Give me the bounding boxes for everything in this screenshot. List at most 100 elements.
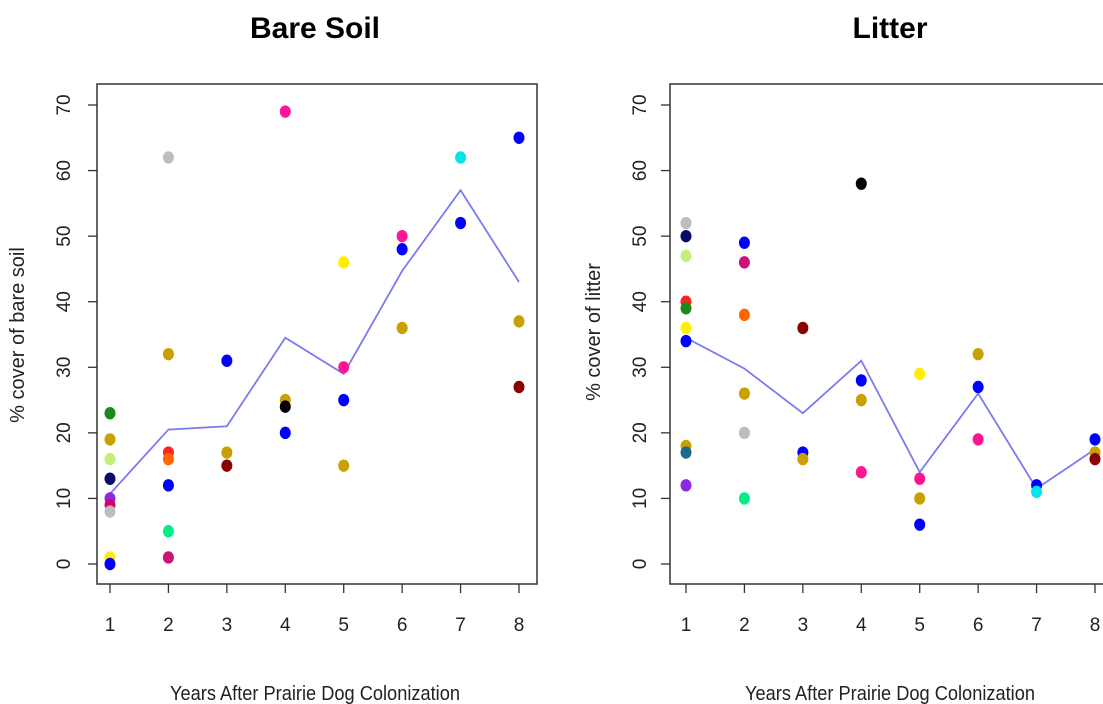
data-point <box>855 466 867 479</box>
x-tick-labels: 1 2 3 4 5 6 7 8 <box>105 615 525 636</box>
data-point <box>513 380 525 394</box>
data-point <box>914 492 926 505</box>
x-tick-label: 4 <box>280 615 291 636</box>
y-tick-label: 70 <box>630 94 651 115</box>
y-tick-labels: 0 10 20 30 40 50 60 70 <box>630 94 651 569</box>
y-tick-label: 20 <box>630 422 651 443</box>
x-tick-label: 3 <box>798 615 809 636</box>
data-point <box>104 472 116 485</box>
x-tick-label: 5 <box>338 615 349 636</box>
x-tick-label: 5 <box>914 615 925 636</box>
x-tick-label: 7 <box>455 615 466 636</box>
mean-line <box>109 188 520 495</box>
data-point <box>279 105 291 118</box>
data-point <box>104 406 116 420</box>
data-point <box>680 446 692 459</box>
mean-line <box>685 336 1096 490</box>
data-point <box>972 347 984 361</box>
bare-soil-panel: Bare Soil 1 2 3 4 5 6 7 8 0 10 20 30 40 50 60 70 Years… <box>7 12 538 704</box>
data-point <box>680 249 692 263</box>
data-point <box>797 321 809 335</box>
x-tick-label: 8 <box>514 615 525 636</box>
data-point <box>455 151 467 164</box>
data-point <box>338 459 350 472</box>
x-tick-label: 4 <box>856 615 867 636</box>
data-points <box>680 177 1101 531</box>
data-point <box>680 216 692 230</box>
data-point <box>279 426 291 440</box>
y-tick-labels: 0 10 20 30 40 50 60 70 <box>54 94 75 569</box>
data-point <box>1089 452 1101 466</box>
y-tick-label: 60 <box>630 160 651 181</box>
x-tick-label: 1 <box>681 615 692 636</box>
data-point <box>972 380 984 394</box>
plot-frame <box>669 83 1103 585</box>
chart-title: Bare Soil <box>250 12 380 45</box>
y-tick-label: 10 <box>54 488 75 509</box>
y-tick-label: 70 <box>54 94 75 115</box>
y-tick-label: 0 <box>630 559 651 570</box>
data-point <box>738 387 750 400</box>
x-tick-label: 2 <box>739 615 750 636</box>
y-tick-label: 50 <box>54 226 75 247</box>
data-point <box>513 131 525 144</box>
data-point <box>338 393 350 407</box>
data-point <box>1089 433 1101 446</box>
data-point <box>914 367 926 381</box>
data-point <box>738 426 750 440</box>
data-point <box>162 151 174 164</box>
data-point <box>162 525 174 538</box>
data-point <box>104 557 116 571</box>
y-tick-label: 60 <box>54 160 75 181</box>
data-point <box>162 347 174 361</box>
x-axis-label: Years After Prairie Dog Colonization <box>170 683 460 704</box>
data-point <box>104 505 116 518</box>
data-point <box>221 459 233 472</box>
data-point <box>396 243 408 256</box>
data-point <box>396 229 408 243</box>
data-point <box>104 452 116 466</box>
y-axis-label: % cover of litter <box>583 263 605 401</box>
data-point <box>855 393 867 407</box>
x-tick-label: 3 <box>222 615 233 636</box>
x-tick-label: 6 <box>397 615 408 636</box>
y-tick-label: 20 <box>54 422 75 443</box>
x-axis-label: Years After Prairie Dog Colonization <box>745 683 1035 704</box>
data-point <box>680 302 692 315</box>
data-point <box>513 315 525 328</box>
data-point <box>797 452 809 466</box>
y-tick-label: 50 <box>630 226 651 247</box>
data-point <box>221 354 233 367</box>
x-tick-label: 6 <box>973 615 984 636</box>
data-point <box>738 256 750 269</box>
y-axis-label: % cover of bare soil <box>7 247 29 423</box>
data-point <box>338 256 350 269</box>
data-point <box>221 446 233 459</box>
data-point <box>855 177 867 190</box>
data-point <box>972 433 984 446</box>
y-tick-label: 10 <box>630 488 651 509</box>
data-point <box>104 433 116 446</box>
chart-title: Litter <box>853 12 928 45</box>
data-point <box>680 334 692 348</box>
data-point <box>680 321 692 335</box>
y-tick-label: 0 <box>54 559 75 570</box>
data-point <box>738 308 750 322</box>
data-point <box>162 551 174 564</box>
y-tick-label: 30 <box>630 357 651 378</box>
data-point <box>914 518 926 531</box>
x-tick-label: 1 <box>105 615 116 636</box>
y-tick-label: 40 <box>54 291 75 312</box>
data-point <box>279 400 291 413</box>
data-points <box>104 105 525 571</box>
plot-frame <box>96 83 538 585</box>
data-point <box>396 321 408 335</box>
litter-panel: Litter 1 2 3 4 5 6 7 8 0 10 20 30 40 50 60 70 Years Af… <box>583 12 1103 704</box>
data-point <box>738 492 750 505</box>
x-tick-labels: 1 2 3 4 5 6 7 8 <box>681 615 1101 636</box>
data-point <box>855 374 867 387</box>
data-point <box>162 452 174 466</box>
data-point <box>680 229 692 243</box>
x-tick-label: 2 <box>163 615 174 636</box>
